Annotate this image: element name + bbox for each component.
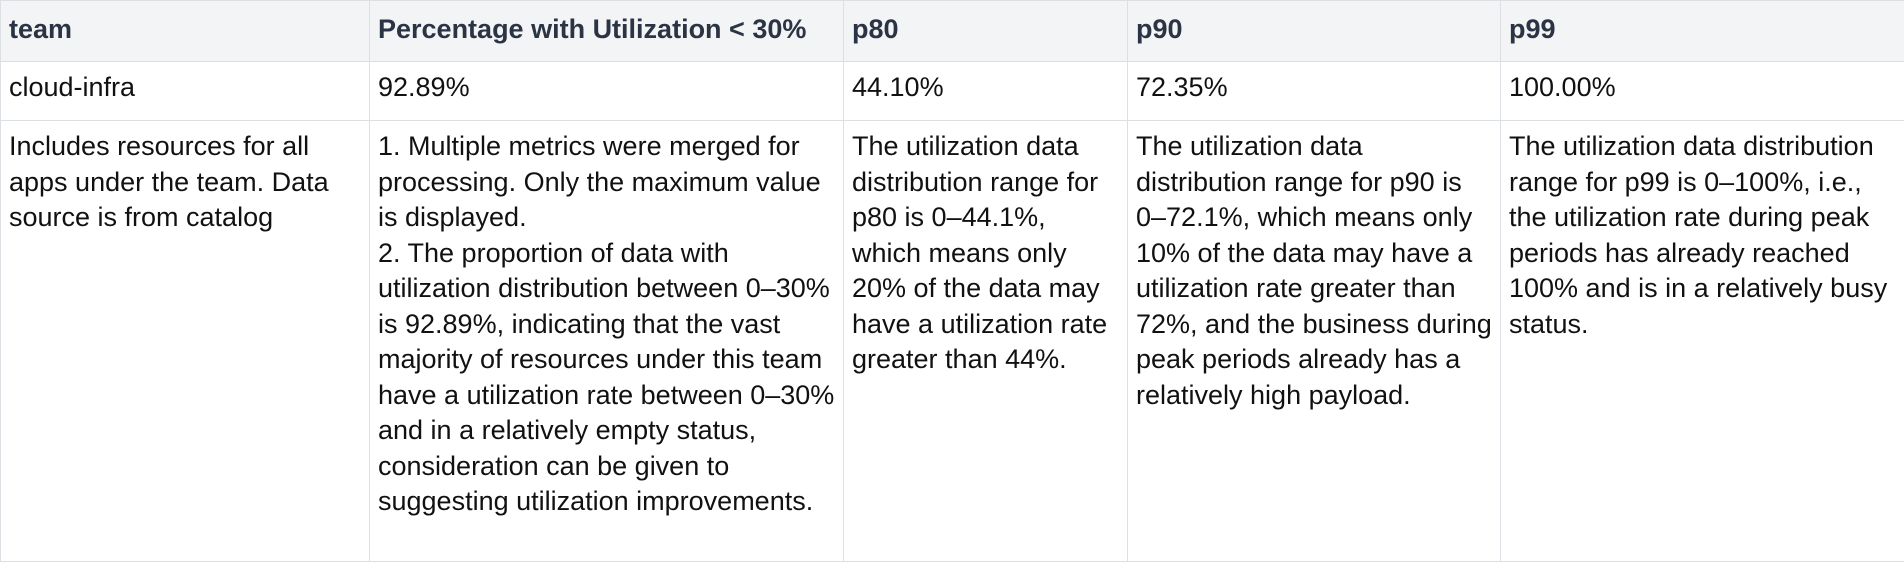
note-p90: The utilization data distribution range … (1128, 121, 1501, 562)
cell-p90: 72.35% (1128, 62, 1501, 121)
cell-p80: 44.10% (844, 62, 1128, 121)
header-p90: p90 (1128, 1, 1501, 62)
header-p99: p99 (1501, 1, 1904, 62)
note-p80: The utilization data distribution range … (844, 121, 1128, 562)
header-p80: p80 (844, 1, 1128, 62)
cell-percentage: 92.89% (370, 62, 844, 121)
cell-p99: 100.00% (1501, 62, 1904, 121)
note-p99: The utilization data distribution range … (1501, 121, 1904, 562)
cell-team: cloud-infra (1, 62, 370, 121)
note-team: Includes resources for all apps under th… (1, 121, 370, 562)
header-percentage-utilization: Percentage with Utilization < 30% (370, 1, 844, 62)
note-percentage: 1. Multiple metrics were merged for proc… (370, 121, 844, 562)
header-team: team (1, 1, 370, 62)
